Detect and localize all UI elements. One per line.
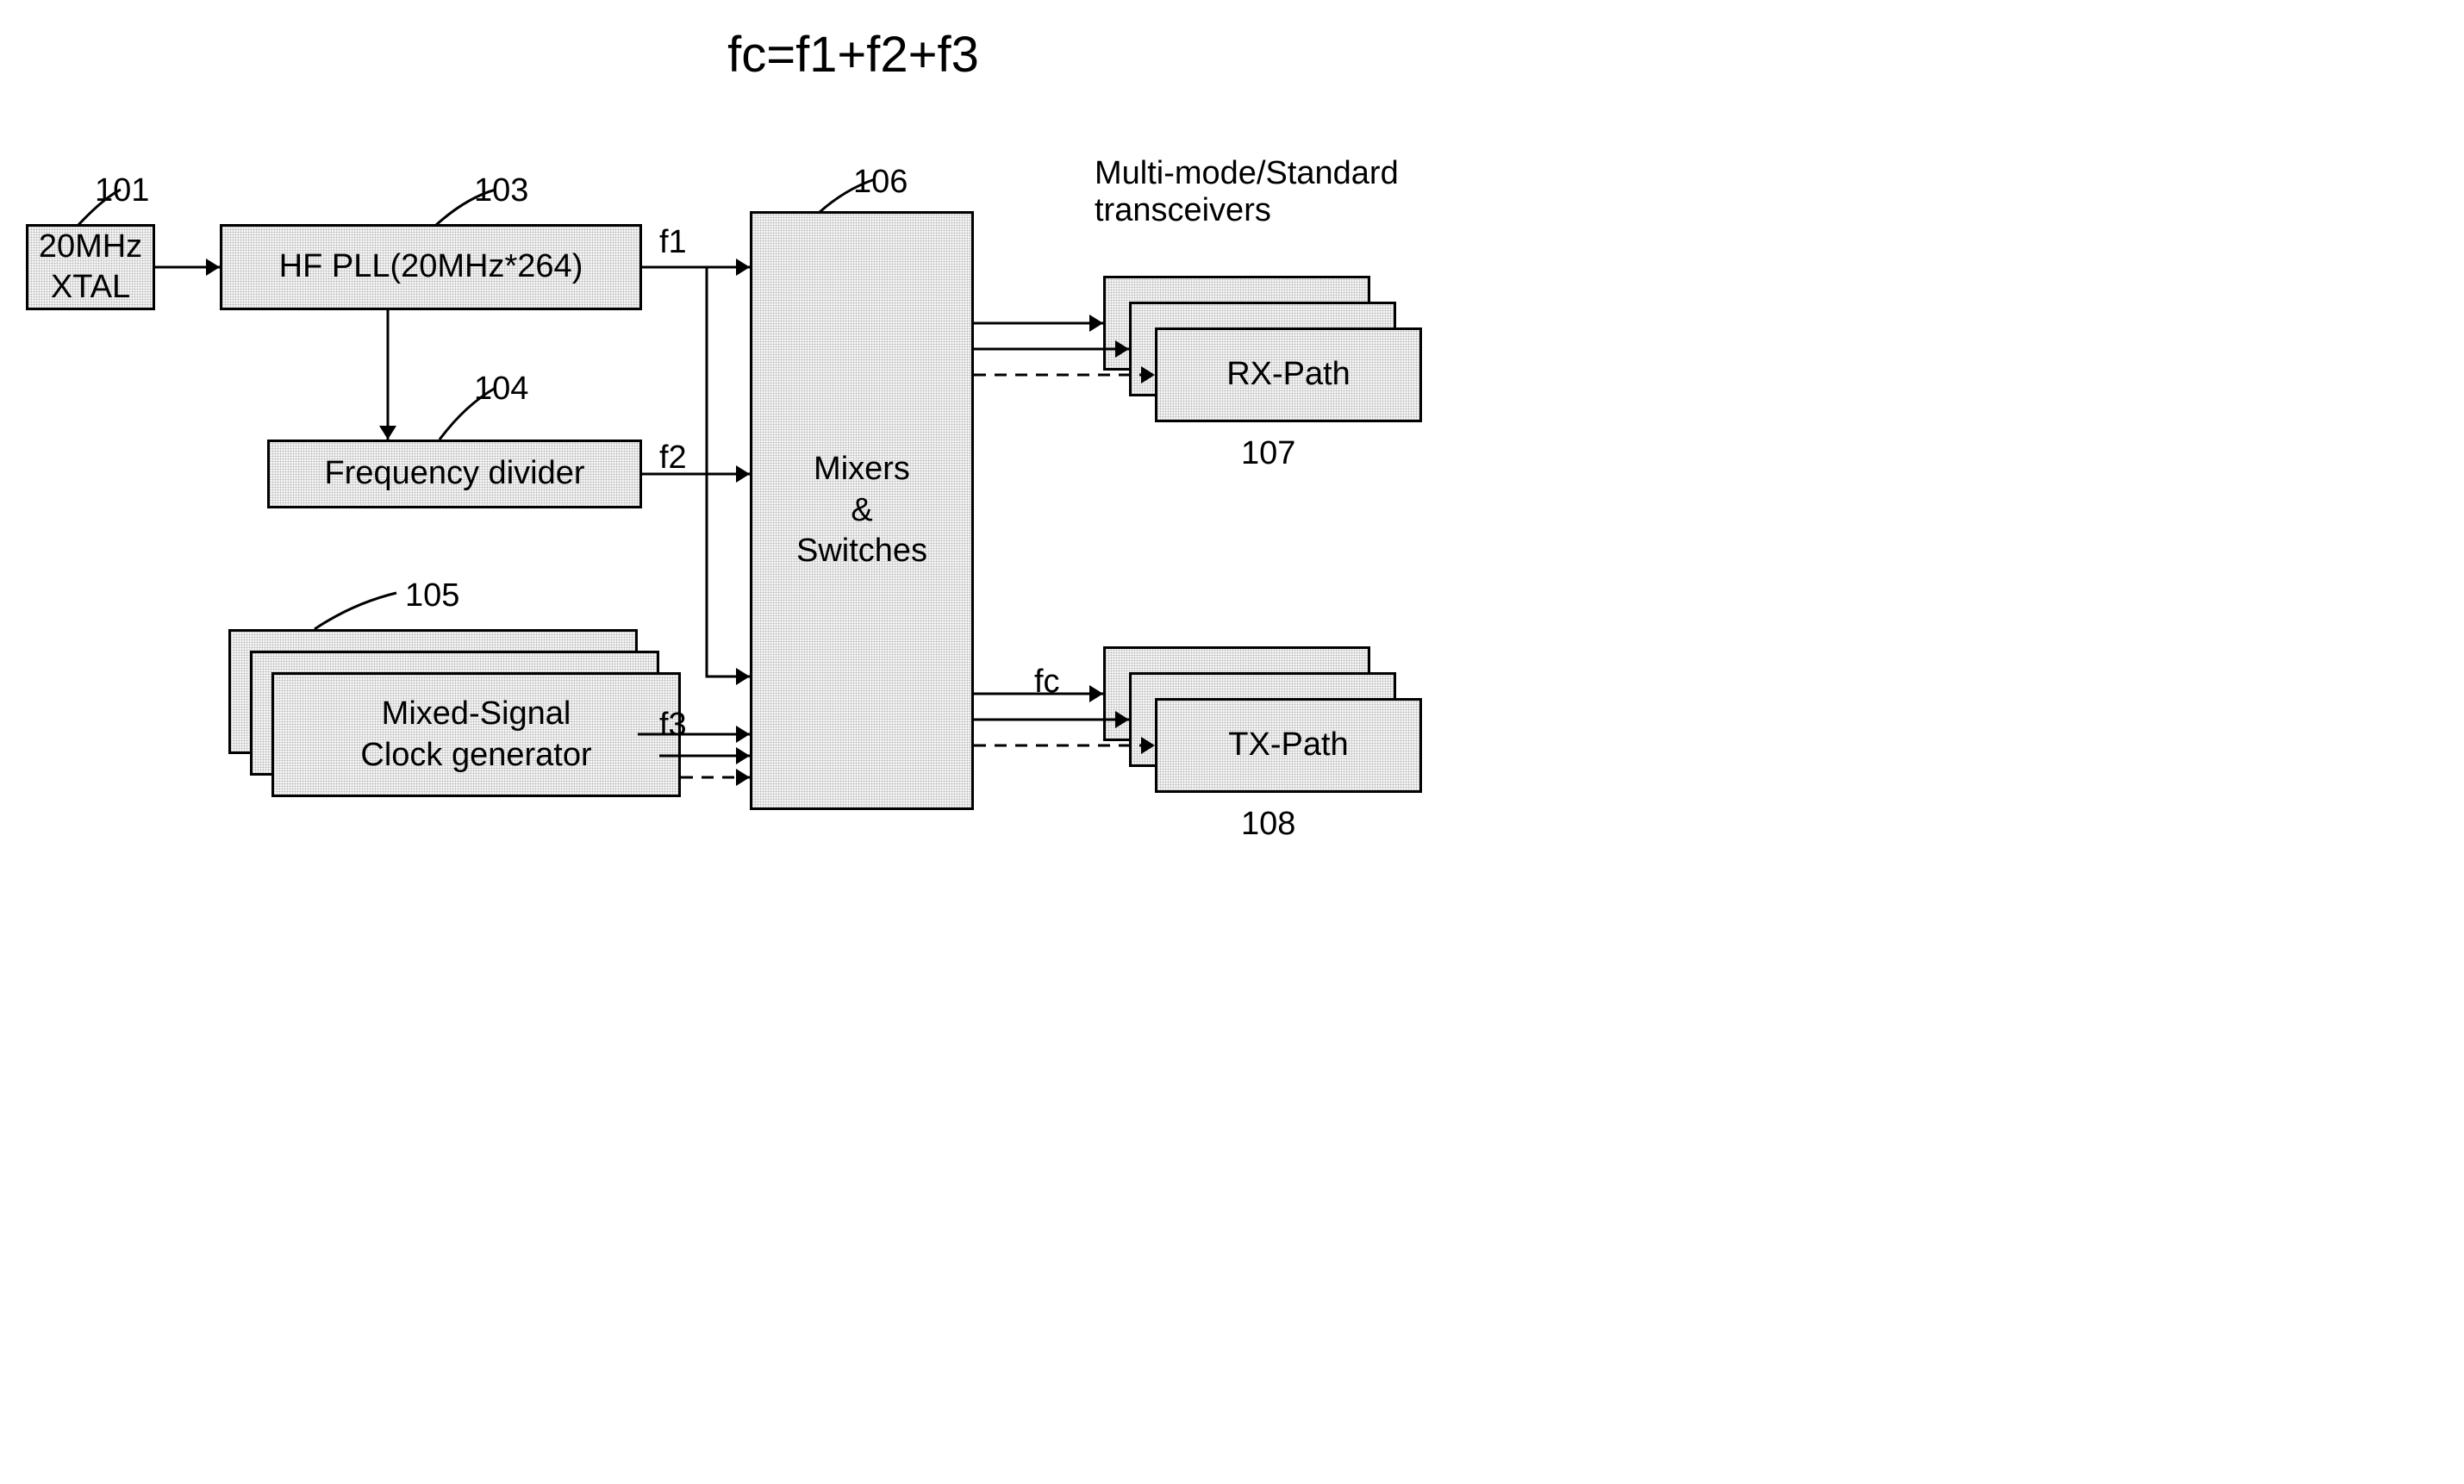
div-block-label: Frequency divider	[324, 453, 584, 495]
tx-block-2: TX-Path	[1155, 698, 1422, 793]
msclk-block-2: Mixed-Signal Clock generator	[271, 672, 681, 797]
pll-block: HF PLL(20MHz*264)	[220, 224, 642, 310]
tx-block-label: TX-Path	[1228, 725, 1348, 766]
pll-block-label: HF PLL(20MHz*264)	[279, 246, 583, 288]
mix-ref-number: 106	[853, 164, 908, 201]
tx-ref-number: 108	[1241, 806, 1295, 843]
xtal-block-label: 20MHz XTAL	[39, 227, 142, 309]
msclk-ref-number: 105	[405, 577, 459, 614]
rx-ref-number: 107	[1241, 435, 1295, 472]
msclk-block-label: Mixed-Signal Clock generator	[360, 694, 591, 776]
div-ref-number: 104	[474, 371, 528, 408]
signal-label-f2: f2	[659, 440, 687, 477]
signal-label-f1: f1	[659, 224, 687, 261]
rx-block-label: RX-Path	[1226, 354, 1351, 396]
rx-group-label: Multi-mode/Standard transceivers	[1095, 155, 1399, 229]
xtal-block: 20MHz XTAL	[26, 224, 155, 310]
signal-label-f3: f3	[659, 707, 687, 744]
mix-block-label: Mixers & Switches	[796, 449, 927, 572]
mix-block: Mixers & Switches	[750, 211, 974, 810]
div-block: Frequency divider	[267, 440, 642, 508]
signal-label-fc: fc	[1034, 664, 1060, 701]
xtal-ref-number: 101	[95, 172, 149, 209]
rx-block-2: RX-Path	[1155, 327, 1422, 422]
equation-title: fc=f1+f2+f3	[508, 26, 1198, 84]
pll-ref-number: 103	[474, 172, 528, 209]
